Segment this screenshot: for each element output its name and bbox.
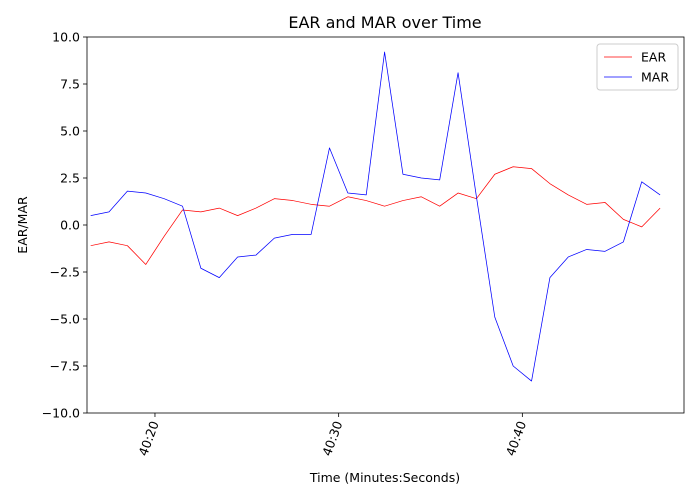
y-tick-label: −7.5 [50,359,80,374]
x-tick-label: 40:30 [319,419,345,458]
series-layer [90,51,661,382]
y-tick-label: −10.0 [42,406,80,421]
y-axis-label: EAR/MAR [15,196,30,254]
plot-frame [86,36,685,414]
x-tick-label: 40:40 [503,419,529,458]
legend-label-ear: EAR [641,50,666,65]
y-tick-label: 10.0 [52,30,80,45]
y-axis: 10.0 7.5 5.0 2.5 0.0 −2.5 −5.0 −7.5 −10.0 [42,30,87,421]
x-axis: 40:20 40:30 40:40 [135,413,529,458]
y-tick-label: 0.0 [60,218,80,233]
x-tick-label: 40:20 [135,419,161,458]
x-axis-label: Time (Minutes:Seconds) [309,470,460,485]
series-line-ear [90,166,661,265]
chart-title: EAR and MAR over Time [288,13,481,32]
legend-label-mar: MAR [641,70,669,85]
legend-box [596,43,679,91]
y-tick-label: −5.0 [50,312,80,327]
y-tick-label: −2.5 [50,265,80,280]
y-tick-label: 5.0 [60,124,80,139]
legend: EAR MAR [596,43,679,91]
y-tick-label: 7.5 [60,77,80,92]
y-tick-label: 2.5 [60,171,80,186]
series-line-mar [90,51,661,382]
